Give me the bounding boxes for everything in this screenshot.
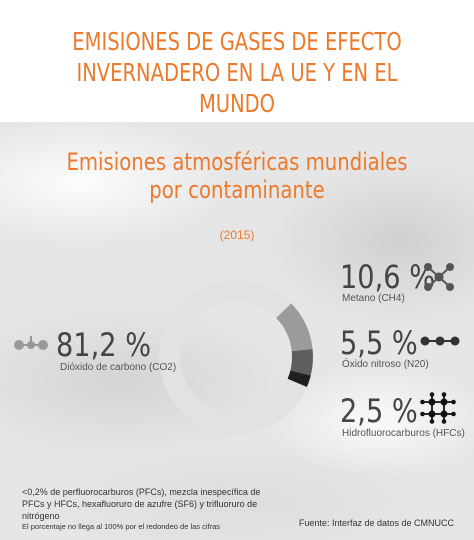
ch4-molecule-icon bbox=[424, 263, 454, 291]
chart-title: Emisiones atmosféricas mundiales por con… bbox=[66, 148, 408, 204]
ch4-percentage: 10,6 % bbox=[340, 258, 436, 296]
co2-molecule-icon bbox=[14, 336, 48, 350]
source-credit: Fuente: Interfaz de datos de CMNUCC bbox=[298, 518, 454, 528]
rounding-note: El porcentaje no llega al 100% por el re… bbox=[22, 522, 221, 531]
main-title: EMISIONES DE GASES DE EFECTO INVERNADERO… bbox=[72, 27, 402, 118]
n2o-percentage: 5,5 % bbox=[340, 324, 418, 362]
hfc-molecule-icon bbox=[420, 392, 456, 424]
co2-percentage: 81,2 % bbox=[56, 326, 152, 364]
header: EMISIONES DE GASES DE EFECTO INVERNADERO… bbox=[0, 0, 474, 122]
donut-slice-3 bbox=[290, 349, 313, 376]
hfc-percentage: 2,5 % bbox=[340, 392, 418, 430]
donut-slice-2 bbox=[276, 303, 313, 352]
donut-slice-1 bbox=[159, 280, 307, 434]
n2o-label: Óxido nitroso (N20) bbox=[342, 359, 429, 370]
footnote: <0,2% de perfluorocarburos (PFCs), mezcl… bbox=[22, 487, 261, 521]
n2o-molecule-icon bbox=[420, 336, 460, 346]
co2-label: Dióxido de carbono (CO2) bbox=[60, 362, 177, 373]
chart-year: (2015) bbox=[219, 228, 255, 242]
hfc-label: Hidrofluorocarburos (HFCs) bbox=[342, 428, 465, 439]
chart-panel bbox=[0, 122, 474, 540]
donut-slice-4 bbox=[287, 370, 311, 387]
ch4-label: Metano (CH4) bbox=[342, 293, 405, 304]
